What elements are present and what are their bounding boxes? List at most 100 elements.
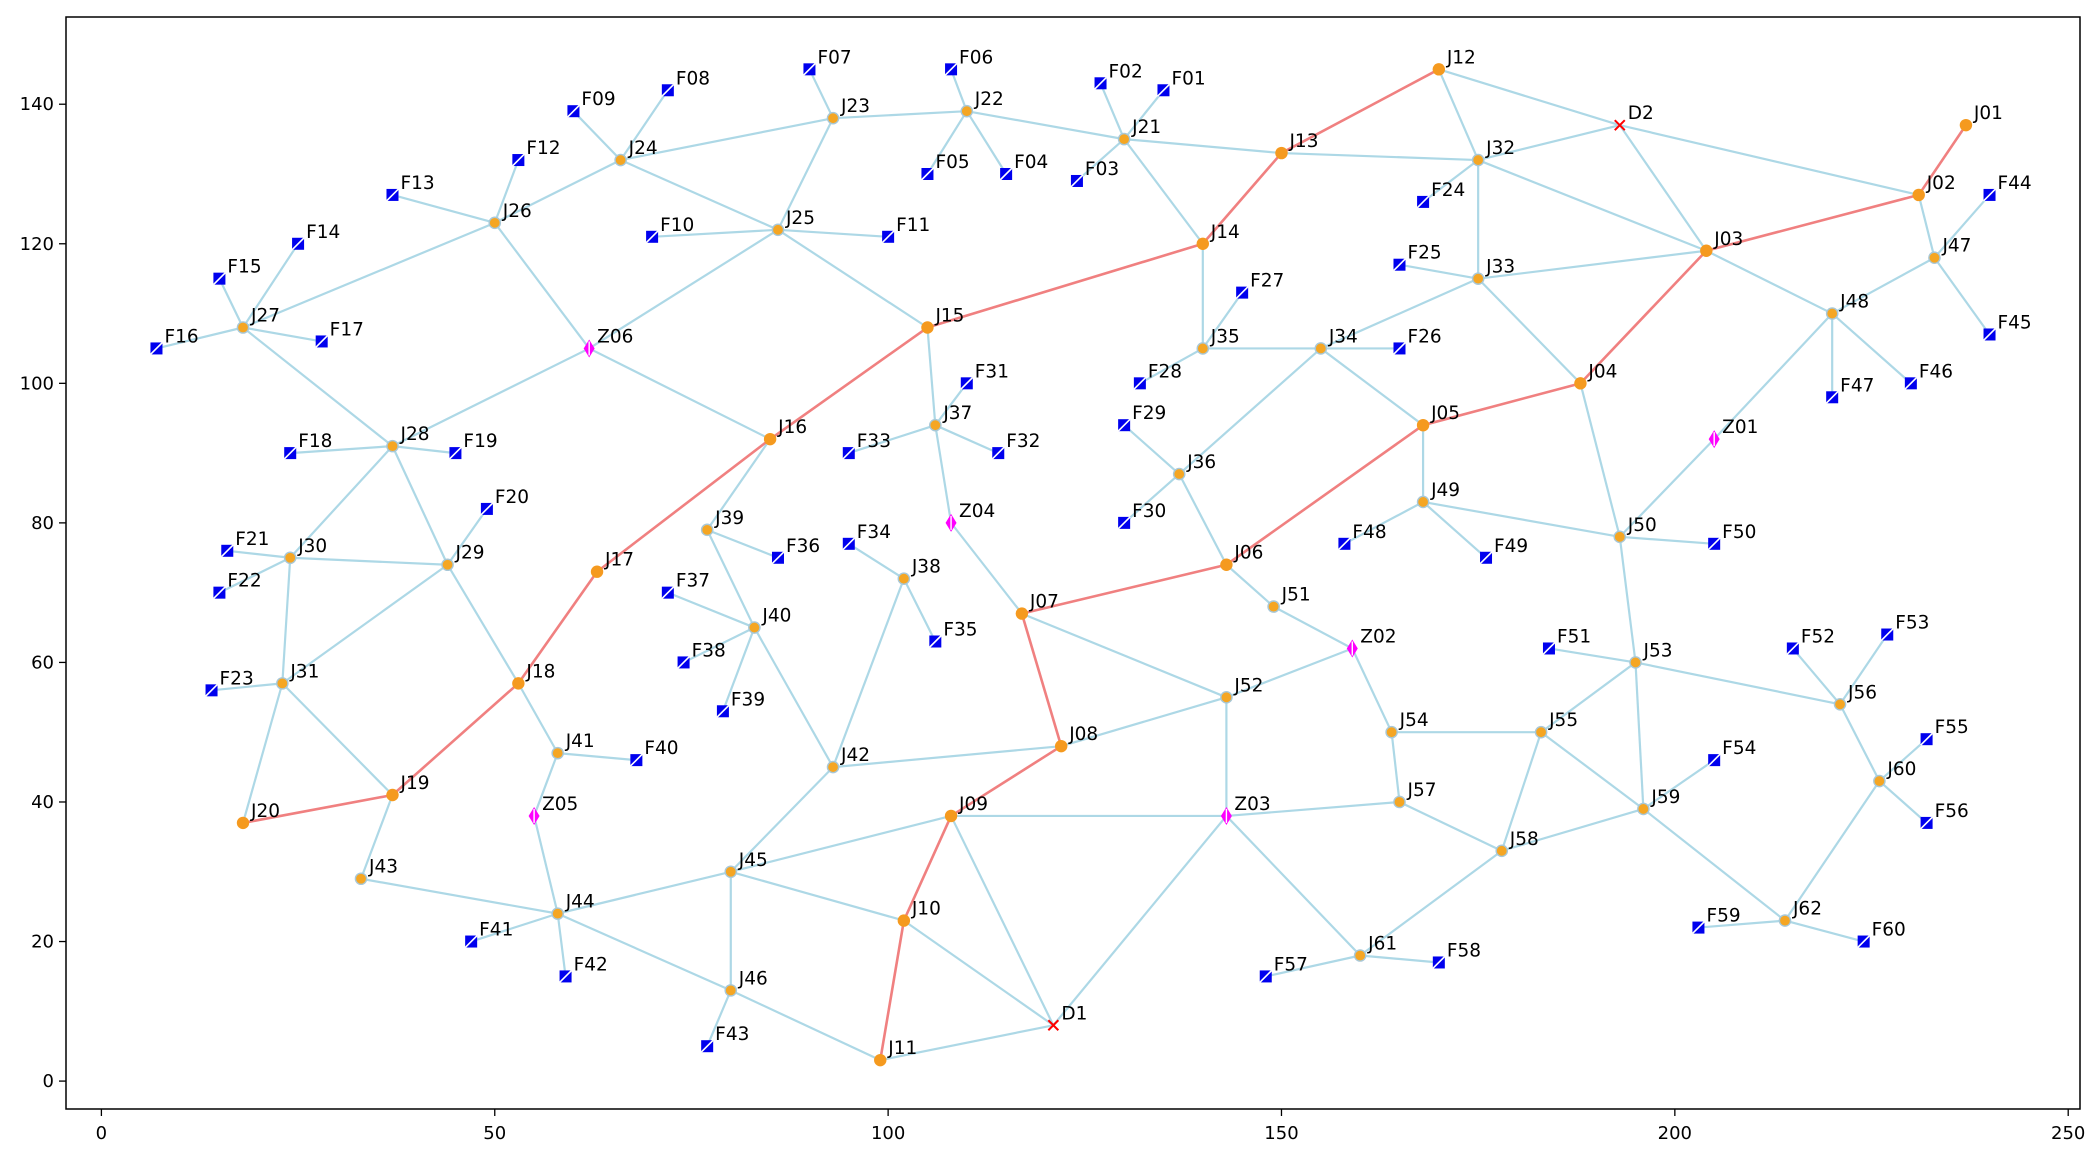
node-label: F01 bbox=[1171, 68, 1205, 89]
node-label: J54 bbox=[1399, 710, 1429, 731]
node-label: Z06 bbox=[597, 326, 633, 347]
network-edge bbox=[1540, 661, 1637, 734]
y-tick-label: 60 bbox=[31, 652, 54, 673]
feeder-node-mark bbox=[315, 334, 329, 349]
junction-node bbox=[1117, 132, 1131, 146]
network-edge bbox=[777, 228, 929, 329]
network-edge bbox=[1124, 138, 1282, 155]
junction-node bbox=[1471, 153, 1485, 167]
node-label: J60 bbox=[1886, 759, 1916, 780]
junction-node bbox=[1353, 949, 1367, 962]
feeder-node-mark bbox=[204, 683, 219, 697]
feeder-node-mark bbox=[1982, 188, 1997, 202]
network-edge bbox=[652, 228, 779, 238]
junction-node bbox=[771, 223, 785, 237]
network-edge bbox=[1540, 731, 1645, 810]
network-edge bbox=[730, 814, 952, 873]
network-edge bbox=[1422, 500, 1620, 538]
network-edge bbox=[1351, 648, 1393, 733]
node-label: J24 bbox=[628, 138, 658, 159]
network-edge bbox=[1360, 954, 1439, 964]
highlight-edge bbox=[902, 815, 953, 922]
junction-node bbox=[1471, 272, 1485, 285]
node-label: F52 bbox=[1801, 626, 1835, 647]
node-label: F06 bbox=[959, 47, 993, 68]
node-label: F45 bbox=[1998, 312, 2032, 333]
network-edge bbox=[241, 683, 284, 824]
node-label: Z04 bbox=[959, 501, 995, 522]
feeder-node-mark bbox=[212, 586, 226, 600]
junction-node bbox=[283, 551, 297, 565]
y-tick-label: 80 bbox=[31, 513, 54, 534]
feeder-node-mark bbox=[1392, 258, 1407, 272]
node-label: J03 bbox=[1713, 229, 1743, 250]
highlight-edge bbox=[1021, 563, 1227, 615]
network-edge bbox=[1273, 605, 1353, 650]
network-edge bbox=[1390, 732, 1401, 803]
network-edge bbox=[392, 193, 496, 224]
node-label: J47 bbox=[1941, 236, 1971, 257]
node-label: F04 bbox=[1014, 152, 1048, 173]
node-label: J12 bbox=[1446, 47, 1476, 68]
network-edge bbox=[902, 578, 937, 642]
node-label: F30 bbox=[1132, 501, 1166, 522]
network-edge bbox=[446, 564, 520, 684]
network-edge bbox=[1619, 124, 1919, 197]
feeder-node-mark bbox=[1392, 341, 1407, 356]
network-edge bbox=[730, 870, 905, 922]
highlight-edge bbox=[1201, 152, 1283, 245]
junction-node bbox=[1833, 697, 1847, 711]
junction-node bbox=[614, 153, 627, 167]
junction-node bbox=[929, 418, 942, 432]
labels-layer: J01 J02 J03 J04 J05 J06 J07 J08 J09 J10 J11 J12 J13 J… bbox=[164, 47, 2031, 1059]
node-label: J50 bbox=[1627, 515, 1657, 536]
network-edge bbox=[557, 912, 732, 992]
node-label: F40 bbox=[644, 738, 678, 759]
network-edge bbox=[1477, 159, 1707, 252]
node-label: F33 bbox=[857, 431, 891, 452]
y-tick-label: 100 bbox=[20, 373, 54, 394]
network-edge bbox=[360, 877, 558, 915]
node-label: F09 bbox=[581, 89, 615, 110]
node-label: F49 bbox=[1494, 536, 1528, 557]
network-edge bbox=[470, 912, 559, 943]
node-label: J31 bbox=[289, 661, 319, 682]
network-edge bbox=[706, 529, 756, 629]
node-label: J38 bbox=[911, 557, 941, 578]
junction-node bbox=[1416, 418, 1430, 432]
highlight-edge bbox=[1705, 193, 1920, 253]
feeder-node-mark bbox=[645, 230, 659, 244]
node-label: J23 bbox=[840, 96, 870, 117]
node-label: F46 bbox=[1919, 361, 1953, 382]
node-label: F28 bbox=[1148, 361, 1182, 382]
feeder-node-mark bbox=[1479, 551, 1493, 565]
network-edge bbox=[1099, 82, 1126, 140]
network-edge bbox=[966, 110, 1125, 141]
node-label: J06 bbox=[1233, 543, 1263, 564]
feeder-node-mark bbox=[842, 446, 856, 460]
junction-node bbox=[826, 760, 840, 774]
node-label: F56 bbox=[1935, 801, 1969, 822]
junction-node bbox=[1778, 914, 1792, 927]
node-label: Z03 bbox=[1234, 794, 1270, 815]
feeder-node-mark bbox=[944, 62, 958, 76]
junction-node bbox=[1267, 600, 1280, 613]
network-edge bbox=[620, 159, 779, 231]
junction-node bbox=[921, 321, 934, 334]
node-label: Z01 bbox=[1722, 417, 1758, 438]
highlight-edge bbox=[1020, 613, 1063, 747]
junction-node bbox=[1873, 774, 1886, 788]
network-edge bbox=[619, 89, 669, 161]
feeder-node-mark bbox=[1920, 816, 1934, 830]
network-edge bbox=[965, 110, 1008, 175]
junction-node bbox=[724, 984, 738, 997]
node-label: D2 bbox=[1628, 103, 1654, 124]
feeder-node-mark bbox=[1133, 376, 1147, 390]
network-edge bbox=[1422, 159, 1479, 203]
node-label: J01 bbox=[1973, 103, 2003, 124]
feeder-node-mark bbox=[220, 544, 234, 558]
network-edge bbox=[832, 578, 905, 768]
network-edge bbox=[281, 682, 394, 796]
feeder-node-mark bbox=[480, 502, 494, 516]
